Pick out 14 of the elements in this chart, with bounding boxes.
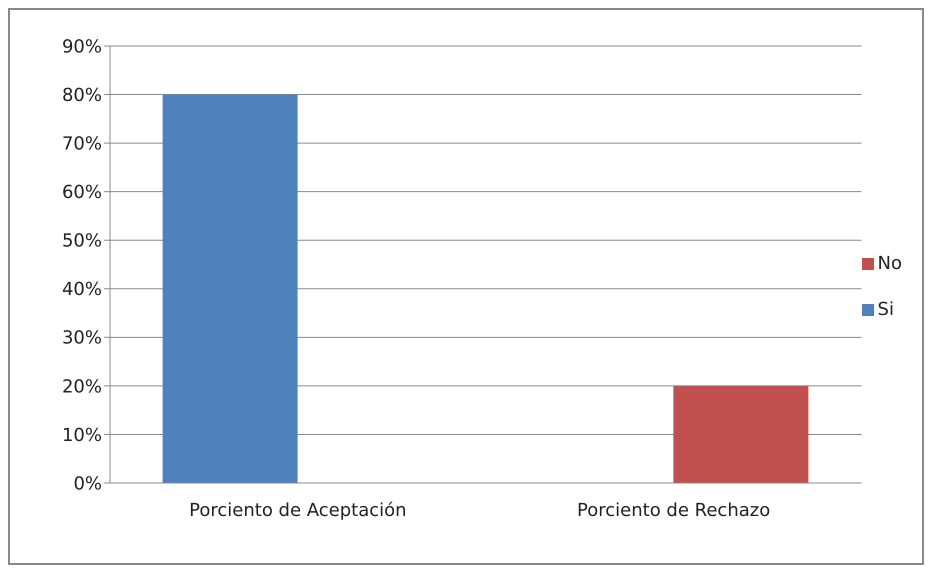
y-tick-label: 60% [62,182,102,204]
y-tick-label: 10% [62,424,102,446]
y-tick-label: 80% [62,84,102,106]
y-tick-label: 0% [73,473,102,494]
y-tick-label: 90% [62,36,102,58]
y-tick-label: 70% [62,134,102,154]
y-tick-label: 40% [62,279,102,300]
x-tick-label: Porciento de Rechazo [577,500,770,521]
legend-label: Si [878,298,894,320]
x-tick-label: Porciento de Aceptación [189,500,407,521]
y-tick-label: 20% [62,376,102,398]
y-tick-label: 50% [62,230,102,252]
y-tick-label: 30% [62,328,102,349]
legend-label: No [878,252,902,274]
